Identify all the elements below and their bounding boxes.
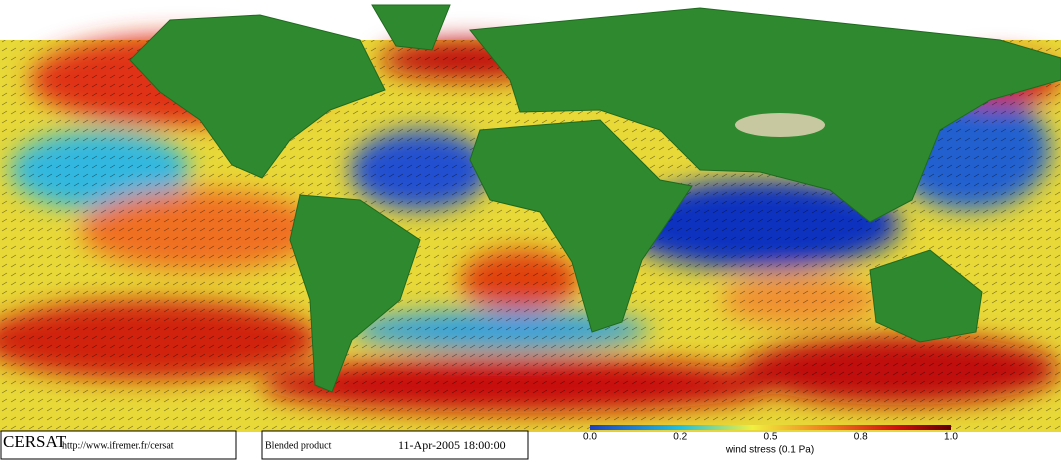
colorbar-tick-label: 1.0 <box>944 432 958 443</box>
product-box <box>261 430 529 460</box>
timestamp: 11-Apr-2005 18:00:00 <box>398 438 506 452</box>
land <box>129 4 1061 393</box>
logo-box <box>0 430 237 460</box>
colorbar-tick-label: 0.0 <box>583 432 597 443</box>
colorbar-label: wind stress (0.1 Pa) <box>725 445 814 456</box>
colorbar <box>590 425 951 430</box>
colorbar-tick-label: 0.8 <box>854 432 868 443</box>
logo: CERSAT <box>3 432 67 451</box>
colorbar-ticks: 0.0 0.2 0.5 0.8 1.0 <box>583 432 958 443</box>
product: Blended product <box>265 440 332 451</box>
colorbar-tick-label: 0.5 <box>764 432 778 443</box>
url: http://www.ifremer.fr/cersat <box>62 440 174 451</box>
colorbar-tick-label: 0.2 <box>673 432 687 443</box>
